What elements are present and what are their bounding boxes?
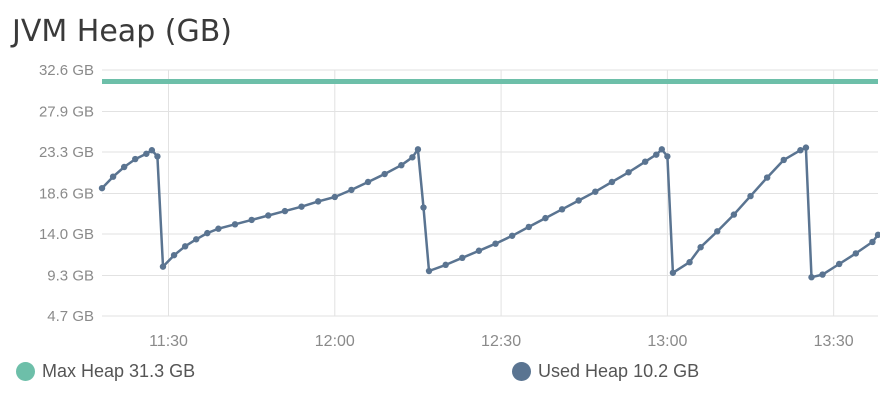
used-heap-data-point: [592, 188, 599, 195]
used-heap-data-point: [797, 147, 804, 154]
max-heap-swatch-icon: [16, 362, 35, 381]
x-tick-label: 13:30: [814, 333, 854, 350]
used-heap-data-point: [314, 198, 322, 205]
used-heap-data-point: [852, 250, 860, 257]
used-heap-data-point: [231, 221, 239, 228]
used-heap-data-point: [181, 243, 189, 250]
used-heap-data-point: [642, 158, 649, 165]
used-heap-data-point: [763, 174, 771, 181]
used-heap-data-point: [381, 170, 388, 178]
used-heap-data-point: [331, 193, 338, 201]
used-heap-data-point: [819, 271, 826, 278]
y-tick-label: 14.0 GB: [39, 226, 94, 243]
grid-lines: [102, 69, 878, 317]
y-axis: 4.7 GB 9.3 GB 14.0 GB 18.6 GB 23.3 GB 27.9 GB…: [39, 62, 94, 325]
used-heap-data-point: [664, 153, 671, 160]
used-heap-data-point: [808, 274, 815, 281]
used-heap-data-point: [658, 146, 666, 153]
used-heap-data-point: [204, 229, 211, 237]
used-heap-data-point: [364, 178, 372, 186]
used-heap-data-point: [869, 238, 876, 246]
used-heap-data-point: [154, 153, 161, 160]
used-heap-data-point: [780, 156, 787, 164]
used-heap-data-point: [248, 216, 255, 224]
used-heap-data-point: [714, 228, 721, 235]
used-heap-data-point: [265, 212, 272, 219]
used-heap-swatch-icon: [512, 362, 531, 381]
chart-title: JVM Heap (GB): [12, 14, 233, 49]
used-heap-data-point: [193, 236, 200, 243]
x-tick-label: 12:30: [481, 333, 521, 350]
used-heap-data-point: [575, 197, 582, 204]
y-tick-label: 23.3 GB: [39, 144, 94, 161]
y-tick-label: 4.7 GB: [47, 308, 94, 325]
used-heap-data-point: [525, 223, 532, 231]
used-heap-data-point: [425, 267, 433, 275]
used-heap-data-point: [143, 150, 150, 157]
used-heap-data-point: [625, 169, 632, 176]
x-tick-label: 13:00: [647, 333, 687, 350]
used-heap-data-point: [414, 146, 422, 153]
legend-value: 31.3 GB: [129, 361, 196, 381]
used-heap-data-point: [132, 155, 139, 163]
legend-item-max-heap[interactable]: Max Heap 31.3 GB: [16, 361, 195, 382]
y-tick-label: 9.3 GB: [47, 267, 94, 284]
used-heap-data-point: [669, 269, 677, 276]
used-heap-series-line: [101, 146, 879, 279]
used-heap-data-point: [281, 207, 289, 215]
used-heap-data-point: [420, 204, 427, 211]
used-heap-data-point: [802, 144, 810, 151]
used-heap-data-point: [109, 173, 117, 180]
used-heap-data-point: [558, 206, 566, 213]
used-heap-data-point: [215, 225, 222, 232]
used-heap-data-point: [697, 244, 704, 251]
used-heap-data-point: [747, 192, 754, 200]
legend-item-used-heap[interactable]: Used Heap 10.2 GB: [512, 361, 699, 382]
y-tick-label: 32.6 GB: [39, 62, 94, 79]
series-layer: [98, 79, 880, 281]
x-axis: 11:30 12:00 12:30 13:00 13:30: [149, 333, 854, 350]
used-heap-data-point: [542, 214, 549, 222]
legend-label: Max Heap: [42, 361, 125, 381]
used-heap-data-point: [159, 263, 167, 270]
y-tick-label: 18.6 GB: [39, 185, 94, 202]
used-heap-data-point: [120, 163, 128, 171]
used-heap-data-point: [442, 261, 449, 269]
used-heap-data-point: [409, 154, 416, 161]
legend-label: Used Heap: [538, 361, 629, 381]
used-heap-data-point: [170, 251, 178, 259]
y-tick-label: 27.9 GB: [39, 103, 94, 120]
used-heap-data-point: [348, 186, 355, 194]
used-heap-data-point: [475, 247, 483, 254]
used-heap-data-point: [492, 240, 499, 247]
used-heap-data-point: [148, 147, 156, 154]
used-heap-data-point: [836, 260, 843, 268]
used-heap-data-point: [459, 254, 466, 262]
used-heap-data-point: [398, 162, 405, 169]
x-tick-label: 11:30: [149, 333, 188, 350]
legend-value: 10.2 GB: [633, 361, 700, 381]
used-heap-data-point: [653, 151, 660, 158]
used-heap-data-point: [508, 232, 516, 239]
used-heap-data-point: [298, 203, 305, 210]
used-heap-data-point: [874, 231, 880, 239]
used-heap-data-point: [98, 184, 106, 192]
used-heap-data-point: [686, 259, 693, 266]
x-tick-label: 12:00: [315, 333, 355, 350]
used-heap-data-point: [730, 211, 738, 218]
used-heap-data-point: [608, 178, 616, 186]
